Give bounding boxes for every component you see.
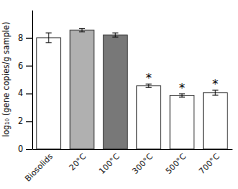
marks (37, 28, 228, 149)
y-tick: 8 (18, 34, 32, 43)
annotation: * (146, 71, 152, 85)
annotations: * * * (146, 71, 219, 95)
x-tick: 100°C (97, 152, 121, 176)
x-tick-label: 500°C (164, 152, 188, 176)
chart: 02468Biosolids20°C100°C300°C500°C700°C**… (0, 0, 238, 189)
bar (203, 93, 227, 149)
bar (37, 38, 61, 149)
x-axis-line (33, 149, 233, 150)
annotation: * (179, 81, 185, 95)
y-tick-label: 2 (18, 117, 23, 126)
error-bar (79, 28, 85, 31)
bar (137, 86, 161, 149)
x-tick-label: 300°C (131, 152, 155, 176)
y-tick-mark (26, 149, 32, 150)
annotation: * (212, 77, 218, 91)
x-tick: 700°C (197, 152, 221, 176)
y-tick-label: 0 (18, 145, 23, 154)
x-tick: 20°C (68, 152, 89, 173)
y-tick-mark (26, 93, 32, 94)
bar (103, 35, 127, 149)
y-axis-line (32, 11, 33, 150)
x-tick-label: 700°C (197, 152, 221, 176)
y-tick: 4 (18, 89, 32, 98)
y-tick: 6 (18, 62, 32, 71)
x-tick-label: 100°C (97, 152, 121, 176)
y-tick: 2 (18, 117, 32, 126)
bar (70, 30, 94, 149)
y-tick-label: 6 (18, 62, 23, 71)
error-bar (112, 33, 118, 37)
x-tick-label: Biosolids (23, 152, 54, 183)
bar (170, 95, 194, 149)
y-tick-label: 4 (18, 89, 23, 98)
error-bar (46, 33, 52, 43)
x-tick: 300°C (131, 152, 155, 176)
y-axis-title: log₁₀ (gene copies/g sample) (2, 22, 11, 137)
y-axis: 0 2 4 6 8 (18, 11, 33, 155)
x-tick: Biosolids (23, 152, 54, 183)
y-tick-mark (26, 66, 32, 67)
y-tick-mark (26, 121, 32, 122)
y-tick: 0 (18, 145, 32, 154)
y-tick-mark (26, 38, 32, 39)
plot: 02468Biosolids20°C100°C300°C500°C700°C**… (18, 11, 233, 184)
x-tick-label: 20°C (68, 152, 89, 173)
y-tick-label: 8 (18, 34, 23, 43)
x-axis: Biosolids 20°C 100°C 300°C 500°C 700°C (23, 150, 232, 184)
x-tick: 500°C (164, 152, 188, 176)
